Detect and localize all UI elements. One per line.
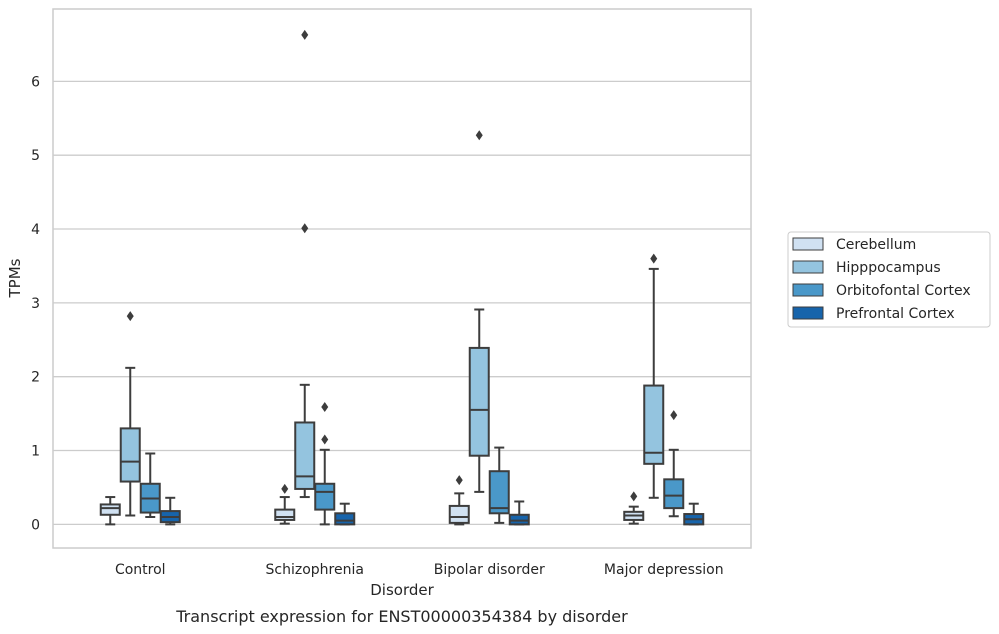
outlier-point — [321, 434, 329, 445]
y-axis-label: TPMs — [6, 258, 24, 298]
box-orbitofontal-cortex — [139, 452, 161, 518]
x-axis-label: Disorder — [370, 581, 434, 599]
box-cerebellum — [448, 475, 470, 526]
y-tick-label: 6 — [31, 74, 40, 90]
outlier-point — [455, 475, 463, 486]
box-orbitofontal-cortex — [314, 401, 336, 526]
legend-swatch — [792, 283, 824, 297]
x-tick-label: Schizophrenia — [266, 562, 364, 578]
box-body — [274, 508, 296, 521]
box-body — [334, 512, 356, 526]
outlier-point — [321, 401, 329, 412]
outlier-point — [301, 223, 309, 234]
box-cerebellum — [274, 483, 296, 525]
outlier-point — [301, 29, 309, 40]
y-tick-label: 2 — [31, 370, 40, 386]
outlier-point — [281, 483, 289, 494]
y-tick-label: 0 — [31, 517, 40, 533]
gridlines — [53, 80, 751, 526]
legend-frame — [787, 231, 991, 328]
legend-label: Cerebellum — [836, 237, 916, 253]
box-cerebellum — [99, 496, 121, 526]
box-hipppocampus — [468, 130, 490, 493]
box-body — [643, 384, 665, 465]
box-body — [294, 421, 316, 490]
box-hipppocampus — [643, 253, 665, 499]
x-tick-label: Major depression — [604, 562, 724, 578]
chart-caption: Transcript expression for ENST0000035438… — [175, 607, 628, 626]
box-body — [508, 513, 530, 526]
box-body — [448, 504, 470, 524]
x-tick-label: Bipolar disorder — [434, 562, 545, 578]
box-body — [99, 503, 121, 516]
box-cerebellum — [623, 491, 645, 525]
y-tick-labels: 0 1 2 3 4 5 6 — [31, 74, 40, 533]
outlier-point — [670, 410, 678, 421]
box-prefrontal-cortex — [159, 496, 181, 526]
legend: Cerebellum Hipppocampus Orbitofontal Corte… — [787, 231, 991, 328]
box-body — [314, 482, 336, 511]
box-body — [663, 478, 685, 510]
y-tick-label: 5 — [31, 148, 40, 164]
outlier-point — [126, 311, 134, 322]
legend-label: Hipppocampus — [836, 260, 941, 276]
box-plot-area — [99, 29, 705, 526]
box-orbitofontal-cortex — [488, 446, 510, 524]
box-body — [468, 346, 490, 457]
outlier-point — [475, 130, 483, 141]
y-tick-label: 4 — [31, 222, 40, 238]
box-hipppocampus — [119, 311, 141, 517]
legend-swatch — [792, 260, 824, 274]
outlier-point — [650, 253, 658, 264]
legend-label: Orbitofontal Cortex — [836, 283, 971, 299]
box-orbitofontal-cortex — [663, 410, 685, 518]
y-tick-label: 3 — [31, 296, 40, 312]
box-prefrontal-cortex — [334, 502, 356, 526]
legend-swatch — [792, 306, 824, 320]
box-body — [488, 470, 510, 515]
y-tick-label: 1 — [31, 444, 40, 460]
x-tick-labels: Control Schizophrenia Bipolar disorder Majo… — [115, 562, 724, 578]
box-hipppocampus — [294, 29, 316, 499]
box-body — [119, 427, 141, 483]
box-prefrontal-cortex — [508, 500, 530, 526]
legend-swatch — [792, 237, 824, 251]
x-tick-label: Control — [115, 562, 166, 578]
legend-label: Prefrontal Cortex — [836, 306, 955, 322]
plot-frame — [52, 8, 752, 549]
box-prefrontal-cortex — [683, 502, 705, 526]
outlier-point — [630, 491, 638, 502]
